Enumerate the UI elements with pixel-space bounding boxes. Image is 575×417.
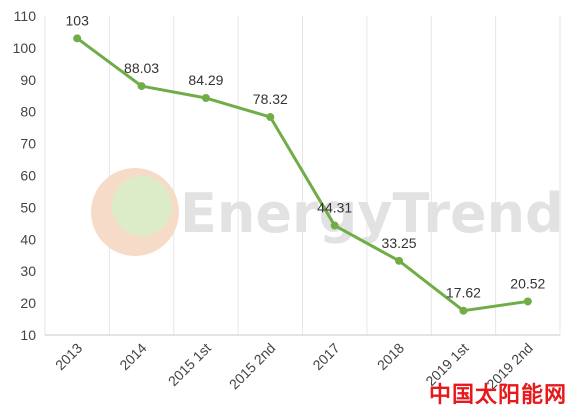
watermark-text: EnergyTrend (180, 182, 564, 245)
x-tick-label: 2015 2nd (226, 340, 279, 393)
series-line (73, 34, 532, 315)
y-tick-label: 40 (20, 231, 36, 247)
data-labels: 103 88.03 84.29 78.32 44.31 33.25 17.62 20.52 (66, 12, 546, 300)
data-point (459, 306, 468, 315)
x-tick-label: 2014 (116, 340, 149, 373)
watermark: EnergyTrend (91, 168, 564, 256)
y-tick-label: 80 (20, 104, 36, 120)
data-label: 88.03 (124, 60, 159, 76)
data-point (73, 34, 82, 43)
data-label: 33.25 (382, 235, 417, 251)
data-label: 44.31 (317, 200, 352, 216)
y-tick-label: 100 (13, 40, 37, 56)
site-watermark: 中国太阳能网 (428, 383, 567, 408)
x-tick-label: 2017 (309, 340, 342, 373)
x-tick-label: 2018 (374, 340, 407, 373)
y-tick-label: 10 (20, 327, 36, 343)
data-point (523, 297, 532, 306)
data-label: 17.62 (446, 285, 481, 301)
series-line-path (75, 36, 530, 313)
data-point (266, 113, 275, 122)
y-tick-label: 50 (20, 199, 36, 215)
data-label: 78.32 (253, 91, 288, 107)
y-tick-label: 70 (20, 136, 36, 152)
data-point (137, 82, 146, 91)
y-tick-label: 60 (20, 168, 36, 184)
x-tick-label: 2015 1st (165, 340, 214, 389)
y-tick-label: 110 (14, 8, 37, 24)
data-point (201, 94, 210, 103)
y-tick-label: 30 (20, 263, 36, 279)
y-tick-label: 20 (20, 295, 36, 311)
data-label: 20.52 (510, 275, 545, 291)
data-point (330, 221, 339, 230)
data-label: 84.29 (188, 72, 223, 88)
x-tick-label: 2013 (52, 340, 85, 373)
y-tick-label: 90 (20, 72, 36, 88)
watermark-leaf-icon (112, 176, 172, 236)
y-tick-labels: 10 20 30 40 50 60 70 80 90 100 110 (13, 8, 37, 343)
gridlines (44, 16, 561, 335)
data-label: 103 (66, 12, 90, 28)
data-point (395, 256, 404, 265)
